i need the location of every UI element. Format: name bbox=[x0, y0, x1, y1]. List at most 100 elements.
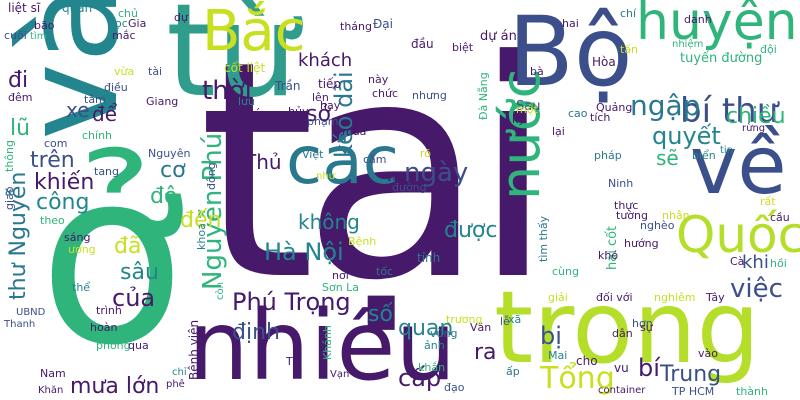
word: hướng bbox=[624, 237, 659, 250]
word: tìm thấy bbox=[537, 215, 550, 262]
word: vi bbox=[386, 171, 396, 184]
word: qua bbox=[128, 339, 149, 352]
word: ngập bbox=[630, 89, 701, 122]
word: rừng bbox=[742, 123, 766, 134]
word: quan bbox=[398, 316, 454, 341]
word: vùng bbox=[430, 327, 458, 340]
word: cùng bbox=[552, 265, 579, 278]
word: đi bbox=[8, 68, 29, 93]
word: khách bbox=[298, 50, 353, 71]
word: tại bbox=[198, 0, 555, 346]
word: dân bbox=[612, 327, 633, 340]
word: Giang bbox=[146, 95, 179, 108]
word: hồi bbox=[770, 257, 787, 270]
word: Vạn bbox=[330, 369, 350, 380]
word: của bbox=[112, 284, 156, 312]
word: đông bbox=[205, 162, 218, 190]
word: huyện bbox=[636, 0, 798, 52]
word: việc bbox=[730, 274, 783, 304]
word: Gia bbox=[128, 17, 147, 30]
word: bí thư bbox=[680, 91, 779, 131]
word: nhưng bbox=[412, 89, 447, 102]
word: ấp bbox=[506, 365, 520, 378]
word: Thủ bbox=[244, 150, 282, 174]
word: sáng bbox=[64, 231, 91, 244]
word: tốc bbox=[376, 265, 394, 278]
word: Thanh bbox=[4, 319, 36, 330]
word: thành bbox=[736, 385, 768, 398]
word: mưa bbox=[342, 125, 367, 138]
word: phạm bbox=[307, 115, 339, 128]
word: Bệnh viện bbox=[187, 319, 201, 380]
word: Hà Nội bbox=[264, 238, 344, 266]
word: TP HCM bbox=[672, 385, 715, 398]
word: ở bbox=[38, 118, 185, 398]
word: Hòa bbox=[592, 55, 616, 69]
word: sẽ bbox=[656, 146, 679, 170]
word: phê bbox=[166, 379, 185, 390]
word: Trung bbox=[660, 362, 722, 387]
word: nhân bbox=[662, 209, 690, 222]
word: Đại bbox=[373, 17, 393, 31]
word: nghiêm bbox=[654, 291, 696, 304]
word: thời bbox=[202, 76, 252, 106]
word: tháng bbox=[340, 20, 372, 33]
word: UBND bbox=[16, 307, 46, 318]
word: chỉ bbox=[172, 367, 187, 378]
word: chí bbox=[620, 7, 637, 20]
word: tài bbox=[148, 65, 163, 78]
word: com bbox=[44, 137, 68, 150]
word: rất bbox=[760, 195, 776, 208]
word: sở bbox=[306, 102, 331, 127]
word: còn bbox=[215, 282, 226, 300]
word: đêm bbox=[8, 91, 33, 104]
word: về bbox=[690, 119, 787, 212]
word: khó bbox=[598, 249, 619, 262]
word: chủ bbox=[118, 7, 138, 20]
word: tích bbox=[590, 111, 611, 124]
word: một bbox=[516, 103, 538, 116]
word: bà bbox=[530, 65, 544, 78]
word: khắn bbox=[418, 361, 446, 374]
word: quyết bbox=[652, 122, 721, 150]
word: giao bbox=[3, 186, 16, 210]
word: dự án bbox=[480, 29, 517, 44]
word: Bệnh bbox=[348, 235, 377, 248]
word: tỉnh bbox=[417, 251, 441, 265]
word: đạo bbox=[444, 381, 465, 394]
word: container bbox=[598, 385, 646, 396]
word: vào bbox=[698, 347, 718, 360]
word: Ninh bbox=[608, 177, 634, 190]
word: chức bbox=[372, 87, 399, 100]
word: rõ bbox=[420, 147, 432, 160]
word: khiến bbox=[34, 170, 95, 195]
word: học bbox=[108, 17, 128, 30]
word: Sau bbox=[516, 99, 541, 114]
word: Nam bbox=[40, 367, 66, 380]
word: vật bbox=[346, 253, 364, 266]
word: nghèo bbox=[640, 219, 675, 232]
word: hoàn bbox=[90, 321, 118, 334]
word: mưa lớn bbox=[70, 374, 160, 399]
word: điều bbox=[104, 81, 128, 94]
word: phòng bbox=[96, 339, 131, 352]
word: đầu bbox=[411, 37, 434, 51]
word: lũ bbox=[10, 116, 31, 141]
word: đến bbox=[180, 208, 222, 233]
word: này bbox=[368, 73, 389, 86]
word: sâu bbox=[120, 260, 159, 285]
word: Tây bbox=[706, 291, 725, 304]
word: Trần bbox=[275, 79, 301, 93]
word: kỳ bbox=[512, 113, 525, 126]
word: cho bbox=[576, 354, 598, 368]
word: xã bbox=[508, 313, 522, 326]
word: ngày bbox=[404, 158, 469, 188]
word: nước bbox=[489, 68, 552, 200]
word: định bbox=[232, 320, 280, 345]
word: liệt sĩ bbox=[8, 1, 41, 15]
word: lên bbox=[312, 91, 329, 104]
word: chiều bbox=[726, 104, 786, 129]
word: Tổng bbox=[540, 361, 615, 396]
word: từ bbox=[166, 0, 298, 126]
word: ra bbox=[474, 340, 497, 365]
